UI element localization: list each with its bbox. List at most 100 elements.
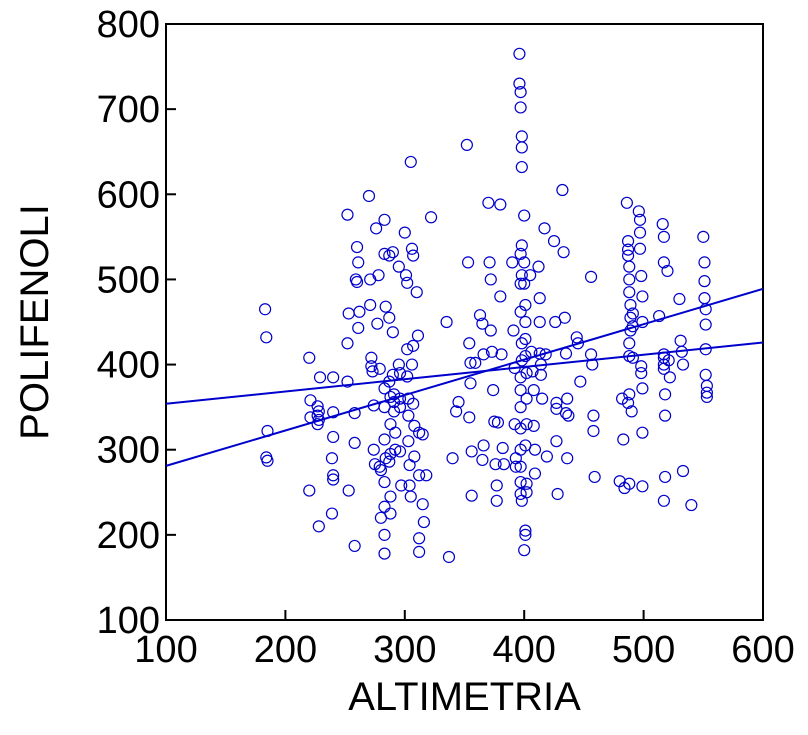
fit-lines [165, 287, 764, 467]
data-point [383, 311, 396, 324]
data-point [584, 270, 598, 283]
data-point [550, 396, 563, 409]
data-point [440, 315, 453, 329]
data-point [342, 307, 355, 320]
data-point [392, 260, 405, 273]
data-point [515, 239, 528, 252]
data-point [621, 396, 635, 409]
data-point [389, 443, 402, 456]
data-point [518, 209, 531, 222]
data-point [413, 469, 426, 482]
data-point [515, 354, 528, 367]
data-point [398, 226, 411, 239]
data-point [496, 441, 509, 455]
data-point [372, 269, 385, 282]
fit-line-1 [165, 287, 764, 467]
data-point [463, 411, 476, 424]
data-point [519, 315, 532, 329]
fit-line-2 [165, 341, 764, 405]
data-point [259, 303, 272, 316]
data-point [513, 47, 526, 60]
data-point [378, 547, 391, 560]
data-point [676, 464, 690, 478]
data-point [403, 458, 416, 472]
data-point [461, 256, 475, 269]
data-point [350, 240, 364, 254]
data-point [571, 337, 585, 350]
data-point [661, 264, 674, 278]
data-point [410, 286, 423, 299]
data-point [625, 405, 638, 418]
data-point [519, 524, 532, 537]
data-point [623, 260, 636, 273]
data-point [698, 275, 711, 288]
data-point [367, 443, 380, 456]
data-point [482, 196, 495, 209]
data-point [518, 544, 531, 557]
data-point [514, 475, 527, 489]
data-point [352, 321, 365, 335]
data-point [515, 337, 528, 350]
data-point [383, 455, 396, 468]
data-point [379, 300, 392, 313]
data-point [700, 390, 713, 404]
data-point [404, 490, 417, 503]
data-point [348, 539, 361, 553]
data-point [550, 435, 563, 448]
data-point [699, 368, 712, 381]
data-point [623, 337, 636, 350]
data-point [490, 479, 503, 492]
data-point [534, 368, 548, 381]
data-point [685, 498, 698, 512]
data-point [700, 386, 713, 399]
data-point [374, 464, 388, 477]
x-tick-label: 400 [492, 629, 555, 671]
data-point [674, 334, 687, 347]
data-point [562, 409, 575, 422]
data-point [384, 418, 397, 431]
data-point [378, 475, 391, 489]
data-point [384, 507, 397, 520]
data-point [657, 494, 670, 507]
data-point [559, 347, 573, 360]
data-points [259, 47, 713, 564]
data-point [490, 494, 503, 507]
data-point [514, 384, 527, 397]
data-point [378, 247, 391, 260]
data-point [464, 377, 477, 390]
data-point [463, 337, 476, 350]
data-point [626, 351, 639, 364]
y-axis-title: POLIFENOLI [13, 204, 57, 440]
data-point [621, 235, 635, 248]
data-point [487, 384, 500, 397]
data-point [547, 235, 561, 248]
x-tick-label: 300 [373, 629, 436, 671]
data-point [304, 394, 317, 407]
data-point [313, 371, 327, 384]
data-point [617, 433, 630, 446]
data-point [658, 470, 672, 484]
data-point [327, 473, 340, 486]
data-point [673, 292, 686, 306]
data-point [303, 351, 316, 364]
data-point [383, 249, 396, 262]
data-point [584, 348, 598, 361]
data-point [520, 392, 533, 405]
data-point [477, 348, 490, 361]
data-point [556, 183, 569, 197]
x-axis-title: ALTIMETRIA [348, 675, 581, 719]
data-point [386, 326, 399, 339]
data-point [365, 360, 378, 373]
data-point [518, 277, 531, 290]
data-point [527, 419, 540, 432]
data-point [623, 286, 636, 299]
data-point [626, 307, 639, 320]
data-point [697, 230, 710, 243]
data-point [341, 375, 354, 388]
data-point [424, 211, 438, 224]
data-point [386, 368, 399, 381]
data-point [515, 160, 528, 174]
data-point [656, 217, 669, 231]
data-point [633, 226, 647, 239]
